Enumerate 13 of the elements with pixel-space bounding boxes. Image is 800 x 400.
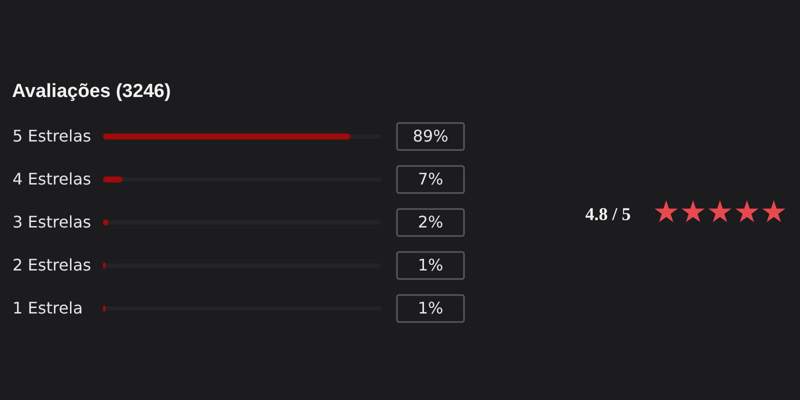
data-label: 1%: [418, 298, 444, 318]
data-label: 89%: [412, 126, 448, 146]
y-tick-label: 3 Estrelas: [12, 212, 92, 232]
y-tick-label: 2 Estrelas: [12, 256, 92, 274]
text: ★★★★★: [652, 195, 788, 230]
data-label: 1%: [418, 256, 444, 274]
text: 4.8 / 5: [585, 204, 631, 224]
data-label: 2%: [418, 212, 444, 232]
y-tick-label: 1 Estrela: [12, 298, 83, 318]
data-label: 7%: [418, 170, 444, 188]
y-tick-label: 5 Estrelas: [12, 126, 92, 146]
chart-title: Avaliações (3246): [12, 81, 171, 102]
y-tick-label: 4 Estrelas: [12, 170, 92, 188]
